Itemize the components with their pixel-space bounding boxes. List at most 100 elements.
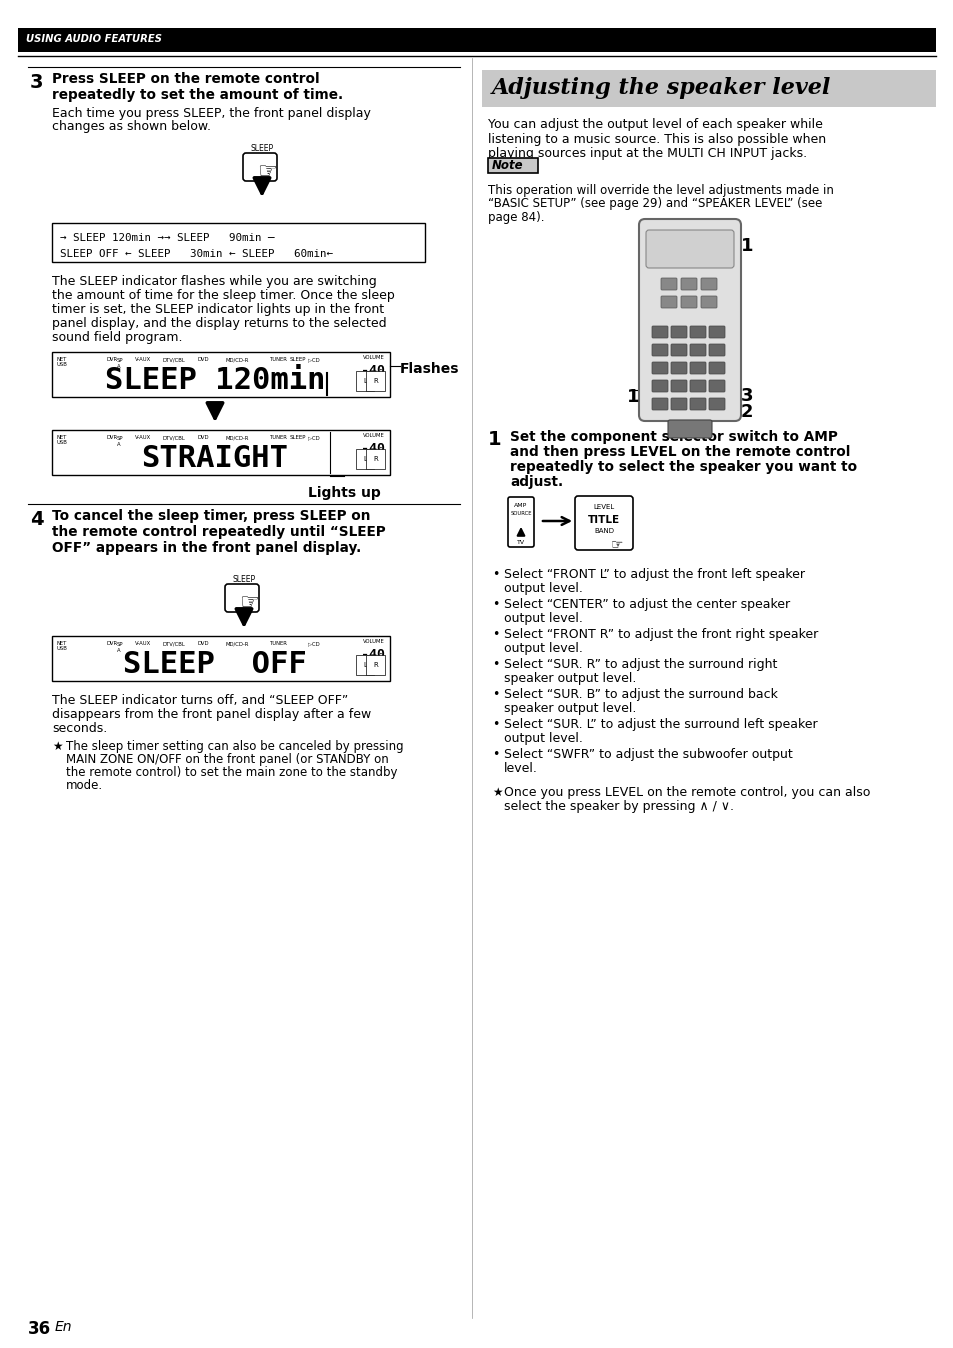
FancyBboxPatch shape — [670, 398, 686, 410]
Text: NET
USB: NET USB — [57, 642, 68, 651]
Text: •: • — [492, 748, 498, 762]
Text: To cancel the sleep timer, press SLEEP on: To cancel the sleep timer, press SLEEP o… — [52, 510, 370, 523]
FancyBboxPatch shape — [488, 158, 537, 173]
Text: Flashes: Flashes — [399, 363, 459, 376]
Text: Each time you press SLEEP, the front panel display: Each time you press SLEEP, the front pan… — [52, 106, 371, 120]
Text: dB: dB — [377, 377, 385, 381]
Text: 1: 1 — [488, 430, 501, 449]
Text: TUNER: TUNER — [270, 357, 288, 363]
Text: “BASIC SETUP” (see page 29) and “SPEAKER LEVEL” (see: “BASIC SETUP” (see page 29) and “SPEAKER… — [488, 198, 821, 210]
Bar — [18, 28, 935, 53]
FancyBboxPatch shape — [689, 363, 705, 373]
Text: Set the component selector switch to AMP: Set the component selector switch to AMP — [510, 430, 837, 443]
Text: timer is set, the SLEEP indicator lights up in the front: timer is set, the SLEEP indicator lights… — [52, 303, 384, 315]
FancyBboxPatch shape — [708, 398, 724, 410]
Text: the amount of time for the sleep timer. Once the sleep: the amount of time for the sleep timer. … — [52, 288, 395, 302]
Bar — [481, 70, 935, 106]
Text: •: • — [492, 599, 498, 611]
FancyBboxPatch shape — [708, 344, 724, 356]
Text: Select “FRONT R” to adjust the front right speaker: Select “FRONT R” to adjust the front rig… — [503, 628, 818, 642]
Text: ☞: ☞ — [239, 593, 258, 613]
Text: adjust.: adjust. — [510, 474, 562, 489]
Text: En: En — [55, 1320, 72, 1335]
FancyBboxPatch shape — [670, 380, 686, 392]
Text: VOLUME: VOLUME — [363, 433, 385, 438]
Bar — [52, 636, 390, 681]
Text: SLEEP: SLEEP — [290, 357, 306, 363]
Text: The SLEEP indicator turns off, and “SLEEP OFF”: The SLEEP indicator turns off, and “SLEE… — [52, 694, 348, 706]
FancyBboxPatch shape — [645, 231, 733, 268]
Text: VOLUME: VOLUME — [363, 639, 385, 644]
Text: STRAIGHT: STRAIGHT — [141, 443, 288, 473]
FancyBboxPatch shape — [680, 278, 697, 290]
Text: 1: 1 — [740, 237, 753, 255]
Text: V-AUX: V-AUX — [135, 642, 152, 646]
Text: •: • — [492, 568, 498, 581]
Text: A: A — [117, 648, 120, 652]
Text: dB: dB — [377, 456, 385, 460]
Text: R: R — [373, 456, 377, 462]
Text: DTV/CBL: DTV/CBL — [163, 642, 186, 646]
Text: TV: TV — [517, 541, 524, 545]
FancyBboxPatch shape — [667, 421, 711, 438]
Text: panel display, and the display returns to the selected: panel display, and the display returns t… — [52, 317, 386, 330]
Text: output level.: output level. — [503, 582, 582, 594]
Text: Select “SUR. B” to adjust the surround back: Select “SUR. B” to adjust the surround b… — [503, 687, 777, 701]
FancyBboxPatch shape — [670, 326, 686, 338]
Text: SLEEP: SLEEP — [290, 435, 306, 439]
FancyBboxPatch shape — [651, 326, 667, 338]
Text: VOLUME: VOLUME — [363, 355, 385, 360]
Text: •: • — [492, 718, 498, 731]
FancyBboxPatch shape — [689, 398, 705, 410]
Text: ★: ★ — [52, 740, 63, 754]
Text: DTV/CBL: DTV/CBL — [163, 435, 186, 439]
Text: sound field program.: sound field program. — [52, 332, 182, 344]
Text: You can adjust the output level of each speaker while: You can adjust the output level of each … — [488, 119, 822, 131]
FancyBboxPatch shape — [708, 326, 724, 338]
Text: speaker output level.: speaker output level. — [503, 702, 636, 714]
Text: 3: 3 — [740, 387, 753, 404]
Text: •: • — [492, 687, 498, 701]
FancyBboxPatch shape — [708, 363, 724, 373]
Text: MD/CD-R: MD/CD-R — [226, 357, 249, 363]
FancyBboxPatch shape — [651, 380, 667, 392]
Text: ▷CD: ▷CD — [308, 435, 319, 439]
Text: This operation will override the level adjustments made in: This operation will override the level a… — [488, 183, 833, 197]
Text: repeatedly to select the speaker you want to: repeatedly to select the speaker you wan… — [510, 460, 856, 474]
Text: Adjusting the speaker level: Adjusting the speaker level — [492, 77, 830, 98]
Text: NET
USB: NET USB — [57, 435, 68, 445]
Text: Select “SUR. L” to adjust the surround left speaker: Select “SUR. L” to adjust the surround l… — [503, 718, 817, 731]
FancyBboxPatch shape — [575, 496, 633, 550]
Text: SLEEP: SLEEP — [233, 576, 255, 584]
Text: Lights up: Lights up — [307, 487, 380, 500]
Text: output level.: output level. — [503, 612, 582, 625]
Text: Select “SWFR” to adjust the subwoofer output: Select “SWFR” to adjust the subwoofer ou… — [503, 748, 792, 762]
Text: DVD: DVD — [198, 357, 210, 363]
Text: Select “CENTER” to adjust the center speaker: Select “CENTER” to adjust the center spe… — [503, 599, 789, 611]
FancyBboxPatch shape — [689, 380, 705, 392]
Text: L: L — [363, 456, 367, 462]
Text: SP: SP — [117, 435, 123, 441]
Text: Press SLEEP on the remote control: Press SLEEP on the remote control — [52, 71, 319, 86]
Bar — [52, 430, 390, 474]
Text: repeatedly to set the amount of time.: repeatedly to set the amount of time. — [52, 88, 343, 102]
Text: 36: 36 — [28, 1320, 51, 1339]
FancyBboxPatch shape — [680, 297, 697, 307]
Text: ▷CD: ▷CD — [308, 642, 319, 646]
Text: DTV/CBL: DTV/CBL — [163, 357, 186, 363]
Text: The SLEEP indicator flashes while you are switching: The SLEEP indicator flashes while you ar… — [52, 275, 376, 288]
Text: SP: SP — [117, 359, 123, 363]
Text: level.: level. — [503, 762, 537, 775]
Text: SP: SP — [117, 642, 123, 647]
Text: output level.: output level. — [503, 732, 582, 745]
Text: the remote control repeatedly until “SLEEP: the remote control repeatedly until “SLE… — [52, 524, 385, 539]
FancyBboxPatch shape — [225, 584, 258, 612]
Bar — [52, 222, 424, 262]
Text: 1: 1 — [626, 388, 639, 406]
Text: L: L — [363, 662, 367, 669]
FancyBboxPatch shape — [651, 398, 667, 410]
Text: MD/CD-R: MD/CD-R — [226, 642, 249, 646]
Text: -40: -40 — [360, 364, 385, 377]
FancyBboxPatch shape — [670, 344, 686, 356]
Text: NET
USB: NET USB — [57, 357, 68, 367]
